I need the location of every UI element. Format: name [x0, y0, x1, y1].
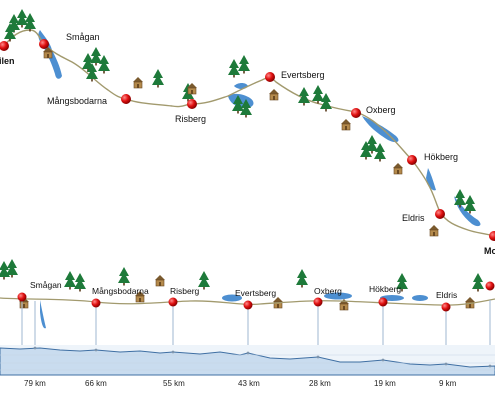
station-label-oxberg: Oxberg	[366, 105, 396, 115]
station-marker-smagan[interactable]	[39, 39, 49, 49]
station-label-smagan: Smågan	[66, 32, 100, 42]
station-label-hokberg: Hökberg	[424, 152, 458, 162]
profile-label-oxberg: Oxberg	[314, 286, 342, 296]
km-label-smagan: 79 km	[24, 379, 46, 388]
km-label-mangsbodarna: 66 km	[85, 379, 107, 388]
profile-marker-hokberg[interactable]	[378, 297, 388, 307]
station-label-mangsbodarna: Mångsbodarna	[47, 96, 107, 106]
route-line	[3, 29, 495, 237]
profile-marker-oxberg[interactable]	[313, 297, 323, 307]
station-label-risberg: Risberg	[175, 114, 206, 124]
station-marker-hokberg[interactable]	[407, 155, 417, 165]
station-label-eldris: Eldris	[402, 213, 425, 223]
start-marker[interactable]	[0, 41, 9, 51]
route-map: ilen Smågan Mångsbodarna Risberg Evertsb…	[0, 9, 495, 256]
profile-station-labels: Smågan Mångsbodarna Risberg Evertsberg O…	[30, 280, 457, 300]
station-marker-oxberg[interactable]	[351, 108, 361, 118]
km-label-hokberg: 19 km	[374, 379, 396, 388]
station-labels: ilen Smågan Mångsbodarna Risberg Evertsb…	[0, 32, 495, 256]
elevation-chart	[0, 345, 495, 376]
station-marker-mangsbodarna[interactable]	[121, 94, 131, 104]
station-label-evertsberg: Evertsberg	[281, 70, 325, 80]
profile-marker-end[interactable]	[485, 281, 495, 291]
station-marker-evertsberg[interactable]	[265, 72, 275, 82]
lake	[426, 168, 436, 191]
lake	[454, 196, 481, 227]
profile-label-smagan: Smågan	[30, 280, 62, 290]
distance-labels: 79 km 66 km 55 km 43 km 28 km 19 km 9 km	[24, 379, 457, 388]
station-marker-eldris[interactable]	[435, 209, 445, 219]
lake	[234, 83, 248, 89]
profile-label-hokberg: Hökberg	[369, 284, 401, 294]
profile-label-mangsbodarna: Mångsbodarna	[92, 286, 149, 296]
start-label: ilen	[0, 56, 15, 66]
profile-marker-risberg[interactable]	[168, 297, 178, 307]
profile-marker-mangsbodarna[interactable]	[91, 298, 101, 308]
end-label: Mo	[484, 246, 495, 256]
cabins	[42, 46, 440, 237]
station-marker-risberg[interactable]	[187, 99, 197, 109]
profile-marker-eldris[interactable]	[441, 302, 451, 312]
profile-marker-evertsberg[interactable]	[243, 300, 253, 310]
end-marker[interactable]	[489, 231, 495, 241]
profile-label-risberg: Risberg	[170, 286, 200, 296]
profile-marker-start[interactable]	[17, 292, 27, 302]
station-markers	[0, 39, 495, 241]
km-label-evertsberg: 43 km	[238, 379, 260, 388]
km-label-risberg: 55 km	[163, 379, 185, 388]
profile-label-eldris: Eldris	[436, 290, 457, 300]
profile-pins	[17, 281, 495, 312]
km-label-eldris: 9 km	[439, 379, 457, 388]
km-label-oxberg: 28 km	[309, 379, 331, 388]
profile-label-evertsberg: Evertsberg	[235, 288, 276, 298]
elevation-profile: Smågan Mångsbodarna Risberg Evertsberg O…	[0, 259, 495, 388]
